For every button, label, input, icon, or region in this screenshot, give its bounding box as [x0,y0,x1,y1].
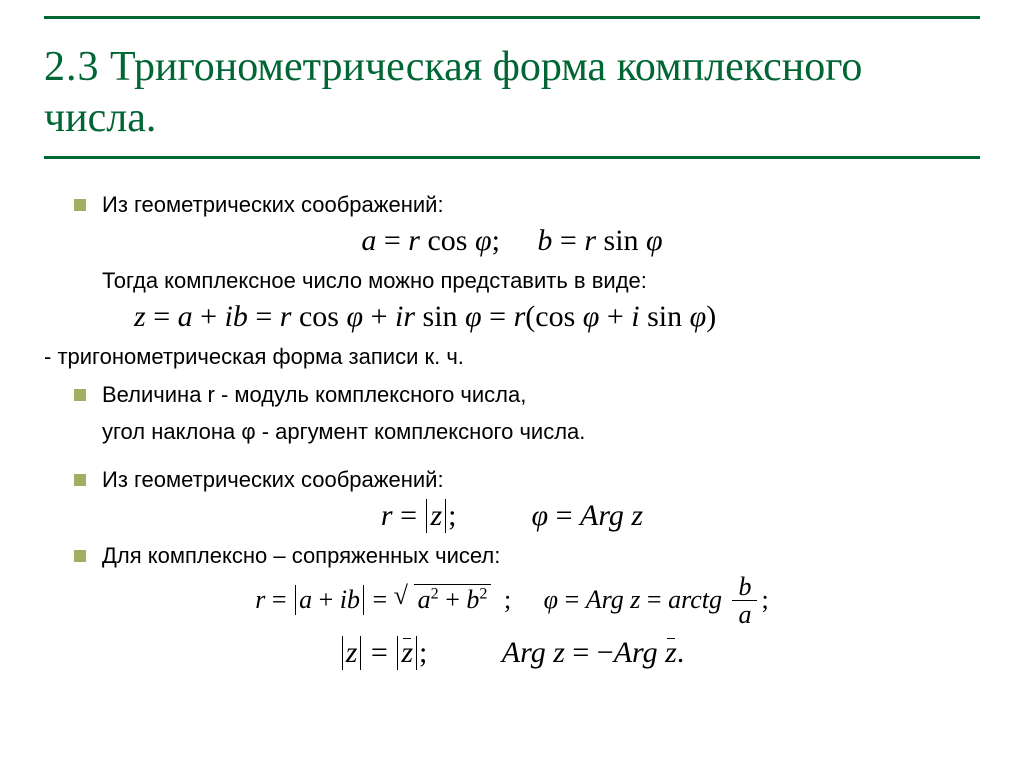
bullet-item-2: Величина r - модуль комплексного числа, [44,380,980,410]
bullet-item-4: Для комплексно – сопряженных чисел: [44,541,980,571]
bullet-2-text: Величина r - модуль комплексного числа, [102,380,526,410]
slide: 2.3 Тригонометрическая форма комплексног… [0,0,1024,768]
equation-2: z = a + ib = r cos φ + ir sin φ = r(cos … [44,300,980,334]
bullet-1-text: Из геометрических соображений: [102,190,444,220]
line-2: Тогда комплексное число можно представит… [44,266,980,296]
title-underline [44,156,980,159]
bullet-icon [74,389,86,401]
equation-5: z = z; Arg z = −Arg z. [44,636,980,670]
slide-title: 2.3 Тригонометрическая форма комплексног… [44,42,980,144]
equation-1: a = r cos φ; b = r sin φ [44,224,980,258]
line-3-text: - тригонометрическая форма записи к. ч. [44,342,464,372]
line-4: угол наклона φ - аргумент комплексного ч… [44,417,980,447]
bullet-item-3: Из геометрических соображений: [44,465,980,495]
line-4-text: угол наклона φ - аргумент комплексного ч… [102,417,585,447]
bullet-item-1: Из геометрических соображений: [44,190,980,220]
bullet-icon [74,199,86,211]
content: Из геометрических соображений: a = r cos… [44,190,980,669]
equation-4: r = a + ib = a2 + b2 ; φ = Arg z = arctg… [44,574,980,630]
equation-3: r = z; φ = Arg z [44,499,980,533]
bullet-icon [74,550,86,562]
bullet-icon [74,474,86,486]
title-text: Тригонометрическая форма комплексного чи… [44,44,862,141]
line-2-text: Тогда комплексное число можно представит… [102,266,647,296]
section-number: 2.3 [44,44,100,90]
bullet-3-text: Из геометрических соображений: [102,465,444,495]
line-3: - тригонометрическая форма записи к. ч. [44,342,980,372]
bullet-4-text: Для комплексно – сопряженных чисел: [102,541,500,571]
top-rule [44,16,980,19]
